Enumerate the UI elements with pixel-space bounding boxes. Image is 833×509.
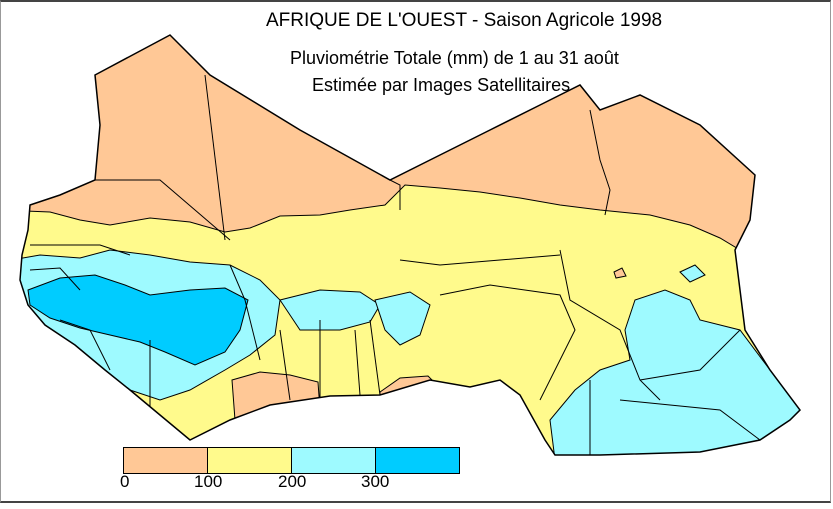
legend-swatch-over-300	[376, 448, 459, 473]
legend-tick-0: 0	[120, 472, 130, 491]
map-title: AFRIQUE DE L'OUEST - Saison Agricole 199…	[266, 10, 662, 32]
zone-0-100-ghana	[231, 371, 321, 426]
zone-200-300-lake	[679, 264, 706, 283]
legend-swatch-0-100	[124, 448, 208, 473]
legend-swatch-200-300	[292, 448, 376, 473]
legend-swatch-100-200	[208, 448, 292, 473]
map-subtitle: Pluviométrie Totale (mm) de 1 au 31 août	[290, 48, 619, 68]
zone-over-300	[27, 274, 249, 366]
zone-200-300-central	[279, 289, 381, 331]
map-subtitle-2: Estimée par Images Satellitaires	[312, 75, 571, 95]
legend	[123, 447, 460, 474]
title-separator: -	[466, 10, 484, 31]
zone-200-300-central-2	[374, 291, 431, 346]
title-region: AFRIQUE DE L'OUEST	[266, 10, 467, 31]
legend-tick-100: 100	[194, 472, 223, 491]
legend-tick-200: 200	[278, 472, 307, 491]
country-borders	[29, 74, 761, 455]
zone-0-100-spot	[613, 267, 627, 279]
title-season: Saison Agricole 1998	[483, 10, 663, 31]
legend-tick-300: 300	[361, 472, 390, 491]
